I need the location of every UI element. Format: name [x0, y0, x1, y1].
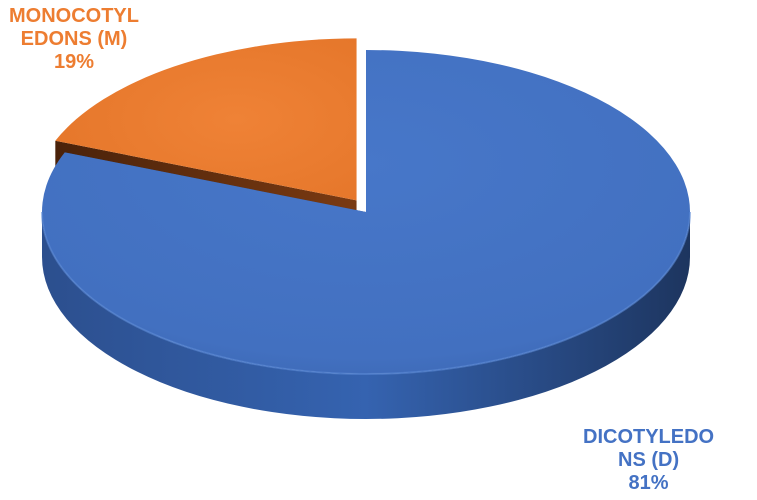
slice-label-monocotyledons: MONOCOTYL EDONS (M) 19% — [9, 5, 139, 74]
slice-monocotyledons — [55, 38, 357, 201]
slice-label-dicotyledons: DICOTYLEDO NS (D) 81% — [583, 426, 714, 495]
slice-rim-dicotyledons — [41, 211, 691, 375]
slice-dicotyledons — [42, 50, 691, 375]
slice-label-line: 81% — [628, 472, 669, 494]
slice-side-dicotyledons — [42, 212, 690, 419]
slice-label-line: 19% — [53, 51, 95, 73]
slice-label-line: MONOCOTYL — [9, 5, 139, 27]
slice-label-line: EDONS (M) — [20, 28, 128, 50]
slices-layer — [41, 38, 691, 419]
slice-label-line: NS (D) — [618, 449, 680, 471]
slice-label-line: DICOTYLEDO — [583, 426, 715, 448]
